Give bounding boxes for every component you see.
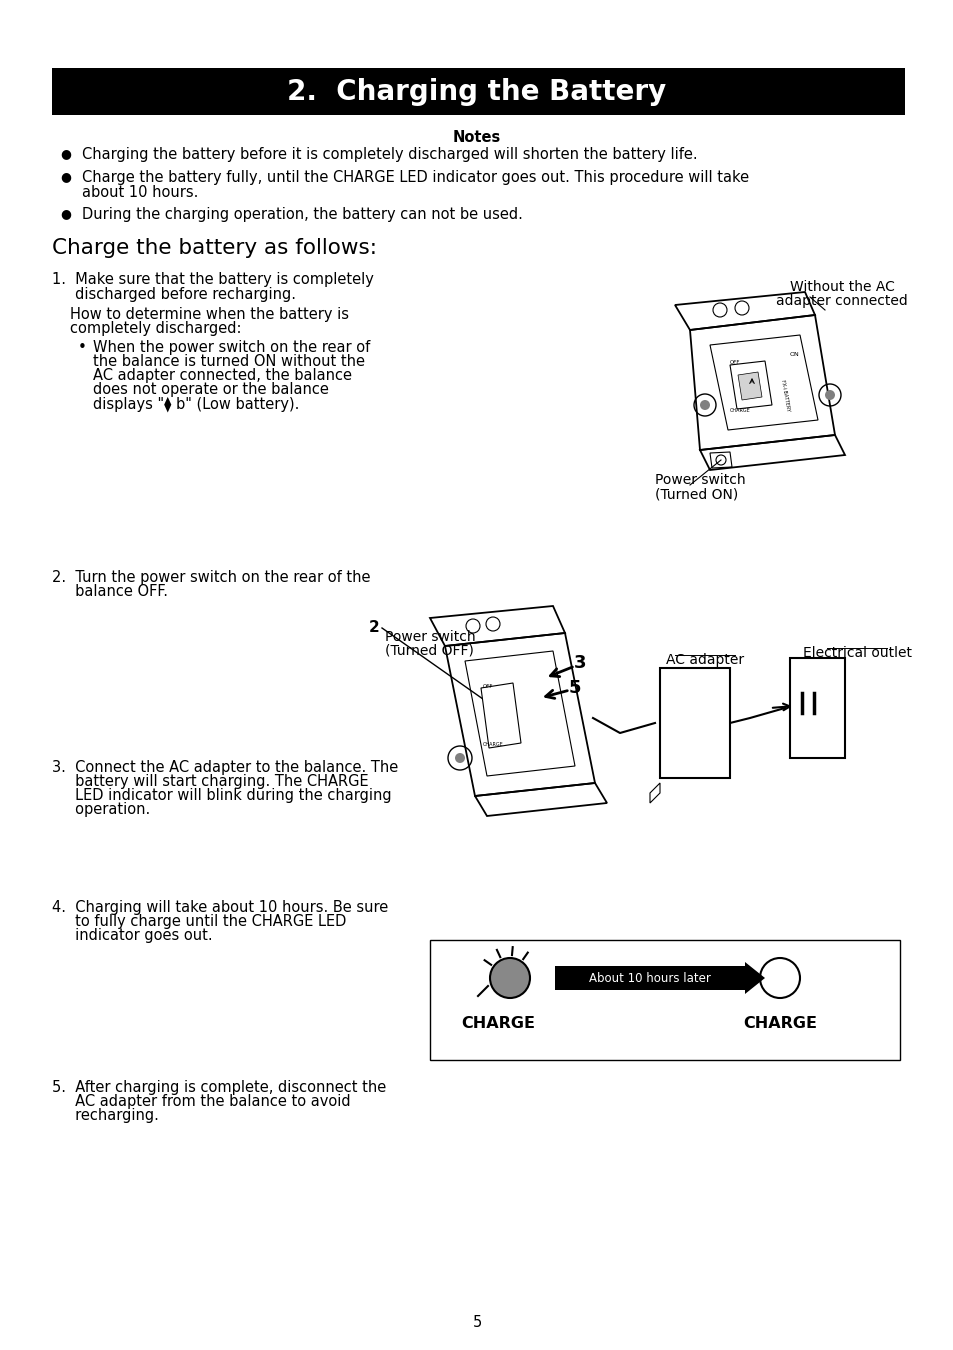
Text: During the charging operation, the battery can not be used.: During the charging operation, the batte… [82, 207, 522, 221]
Text: the balance is turned ON without the: the balance is turned ON without the [92, 354, 365, 369]
Circle shape [490, 958, 530, 998]
Text: 3.  Connect the AC adapter to the balance. The: 3. Connect the AC adapter to the balance… [52, 760, 397, 775]
Text: LED indicator will blink during the charging: LED indicator will blink during the char… [52, 788, 392, 803]
Text: (Turned OFF): (Turned OFF) [385, 644, 474, 657]
Text: 3: 3 [573, 653, 586, 672]
Bar [430, 940, 899, 1060]
Text: OFF: OFF [729, 360, 740, 366]
Circle shape [455, 753, 464, 763]
Text: Electrical outlet: Electrical outlet [802, 647, 911, 660]
Text: Charge the battery fully, until the CHARGE LED indicator goes out. This procedur: Charge the battery fully, until the CHAR… [82, 170, 748, 185]
Text: 2.  Turn the power switch on the rear of the: 2. Turn the power switch on the rear of … [52, 570, 370, 585]
Text: 5: 5 [472, 1315, 481, 1330]
Text: to fully charge until the CHARGE LED: to fully charge until the CHARGE LED [52, 914, 346, 929]
Text: Charge the battery as follows:: Charge the battery as follows: [52, 238, 376, 258]
Text: completely discharged:: completely discharged: [70, 321, 241, 336]
Text: Charging the battery before it is completely discharged will shorten the battery: Charging the battery before it is comple… [82, 147, 697, 162]
Text: CHARGE: CHARGE [482, 743, 503, 748]
Text: When the power switch on the rear of: When the power switch on the rear of [92, 340, 370, 355]
Text: adapter connected: adapter connected [776, 294, 907, 308]
Circle shape [700, 400, 709, 410]
Text: indicator goes out.: indicator goes out. [52, 927, 213, 944]
Polygon shape [744, 963, 764, 994]
Bar [555, 967, 744, 990]
Text: CHARGE: CHARGE [729, 408, 750, 413]
Text: Notes: Notes [453, 130, 500, 144]
Text: AC adapter: AC adapter [665, 653, 743, 667]
Polygon shape [480, 683, 520, 748]
Text: Without the AC: Without the AC [789, 279, 894, 294]
Text: battery will start charging. The CHARGE: battery will start charging. The CHARGE [52, 774, 368, 788]
Text: Power switch: Power switch [655, 472, 745, 487]
Text: recharging.: recharging. [52, 1108, 159, 1123]
Text: (Turned ON): (Turned ON) [655, 487, 738, 501]
Bar [789, 657, 844, 757]
Text: CHARGE LED indicator: CHARGE LED indicator [582, 1044, 746, 1058]
Text: does not operate or the balance: does not operate or the balance [92, 382, 329, 397]
Text: 1.  Make sure that the battery is completely: 1. Make sure that the battery is complet… [52, 271, 374, 288]
Bar [659, 668, 729, 778]
Text: ●: ● [60, 170, 71, 184]
Text: (Off): (Off) [764, 945, 794, 958]
Text: How to determine when the battery is: How to determine when the battery is [70, 306, 349, 323]
Text: displays "⧫ b" (Low battery).: displays "⧫ b" (Low battery). [92, 396, 299, 412]
Text: ON: ON [789, 352, 799, 358]
Text: AC adapter from the balance to avoid: AC adapter from the balance to avoid [52, 1094, 351, 1108]
Bar [52, 68, 904, 115]
Text: Power switch: Power switch [385, 630, 476, 644]
Text: •: • [77, 340, 87, 355]
Circle shape [824, 390, 834, 400]
Text: balance OFF.: balance OFF. [52, 585, 168, 599]
Text: discharged before recharging.: discharged before recharging. [52, 288, 295, 302]
Text: AC adapter connected, the balance: AC adapter connected, the balance [92, 369, 352, 383]
Polygon shape [738, 373, 761, 400]
Text: 5: 5 [568, 679, 580, 697]
Text: About 10 hours later: About 10 hours later [588, 972, 710, 984]
Text: operation.: operation. [52, 802, 150, 817]
Text: ●: ● [60, 207, 71, 220]
Text: CHARGE: CHARGE [742, 1017, 816, 1031]
Text: OFF: OFF [482, 683, 493, 688]
Text: FX-i BATTERY: FX-i BATTERY [779, 379, 789, 412]
Polygon shape [729, 360, 771, 409]
Text: 4.  Charging will take about 10 hours. Be sure: 4. Charging will take about 10 hours. Be… [52, 900, 388, 915]
Text: ●: ● [60, 147, 71, 161]
Text: CHARGE: CHARGE [460, 1017, 535, 1031]
Text: 2: 2 [369, 621, 379, 636]
Text: 5.  After charging is complete, disconnect the: 5. After charging is complete, disconnec… [52, 1080, 386, 1095]
Text: 2.  Charging the Battery: 2. Charging the Battery [287, 77, 666, 105]
Text: (Blinking): (Blinking) [466, 945, 529, 958]
Text: about 10 hours.: about 10 hours. [82, 185, 198, 200]
